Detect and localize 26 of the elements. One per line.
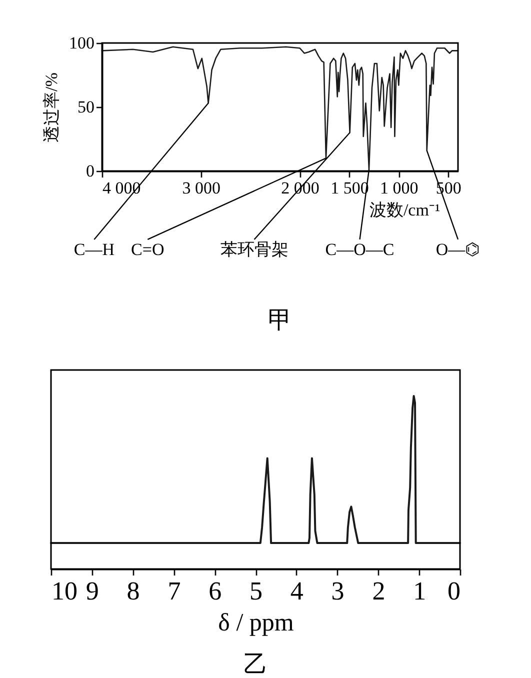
x-axis-title: 波数/cm⁻¹ [369, 200, 440, 220]
annotation: C=O [131, 240, 164, 259]
x-tick-label: 1 000 [380, 178, 418, 198]
x-tick-label: 10 [52, 576, 78, 606]
x-tick-label: 3 000 [182, 178, 221, 198]
annotation: O—⌬ [436, 240, 480, 259]
text: 甲 [268, 308, 292, 334]
x-tick-label: 3 [331, 576, 344, 606]
x-tick-label: 2 [372, 576, 386, 606]
annotation: C—O—C [325, 240, 394, 259]
annotation: 苯环骨架 [220, 240, 288, 259]
x-axis-title: δ / ppm [218, 610, 294, 636]
x-tick-label: 0 [448, 576, 460, 606]
x-tick-label: 4 [290, 576, 304, 606]
x-tick-label: 9 [86, 576, 99, 606]
x-tick-label: 5 [250, 576, 262, 606]
x-tick-label: 6 [208, 576, 222, 606]
annotation: C—H [74, 240, 114, 259]
x-tick-label: 7 [168, 576, 181, 606]
y-tick-label: 50 [78, 98, 94, 116]
text: 乙 [244, 652, 268, 678]
y-tick-label: 100 [69, 34, 94, 52]
x-tick-label: 1 [413, 576, 426, 606]
y-axis-title: 透过率/% [42, 72, 61, 142]
x-tick-label: 8 [126, 576, 140, 606]
y-tick-label: 0 [86, 162, 94, 180]
